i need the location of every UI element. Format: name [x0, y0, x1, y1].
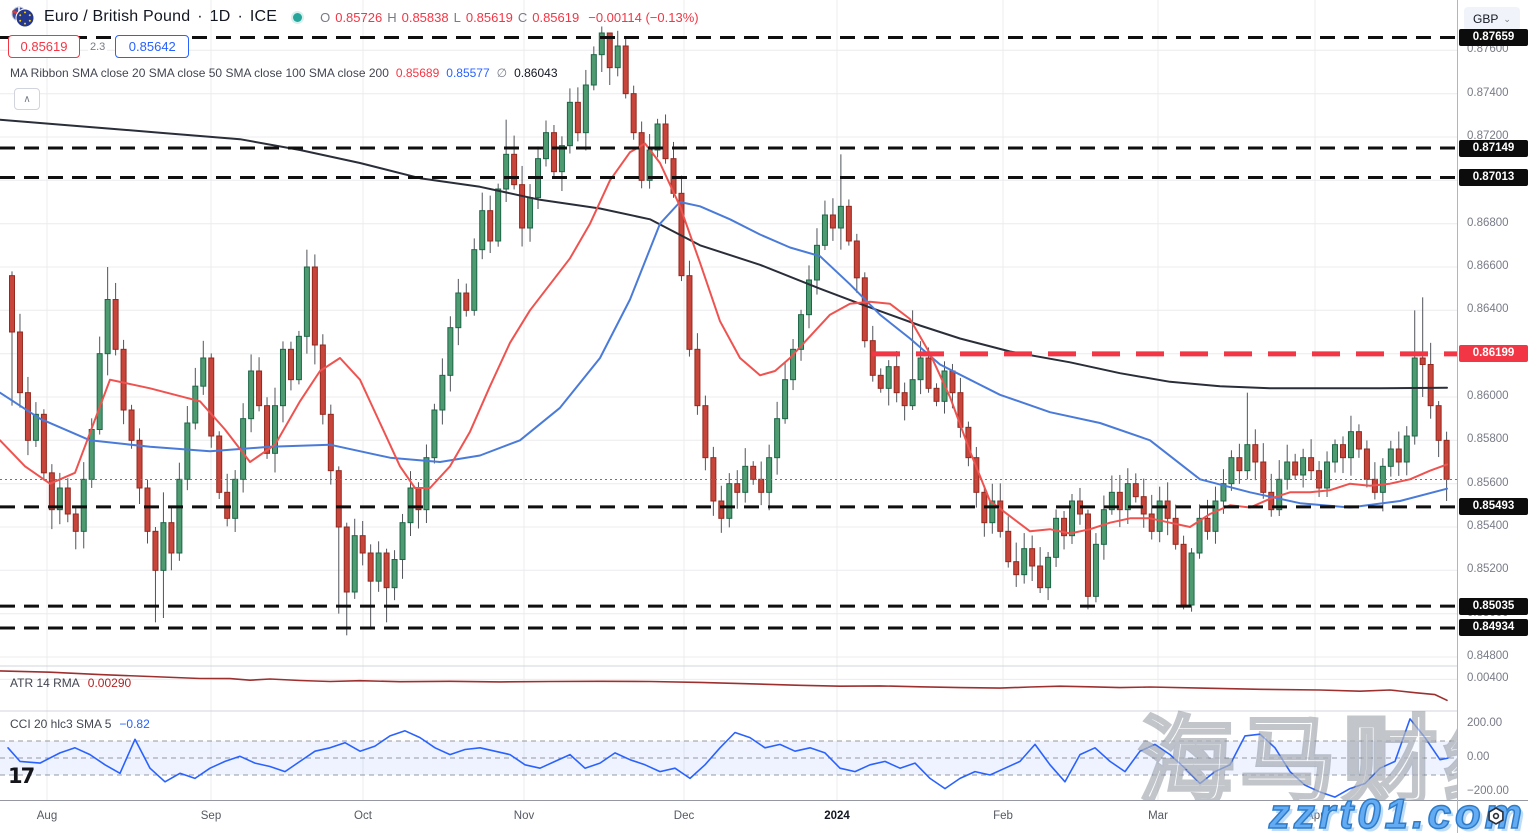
- atr-label: ATR 14 RMA: [10, 676, 80, 690]
- cci-legend[interactable]: CCI 20 hlc3 SMA 5 −0.82: [10, 717, 150, 731]
- price-axis-label: 0.86800: [1467, 216, 1509, 229]
- low-value: 0.85619: [465, 9, 513, 25]
- price-axis-label: 0.85800: [1467, 433, 1509, 446]
- level-price-badge: 0.84934: [1459, 619, 1528, 637]
- ma-ribbon-label: MA Ribbon SMA close 20 SMA close 50 SMA …: [10, 66, 389, 80]
- exchange-label: ICE: [249, 8, 278, 25]
- price-axis-label: 0.87600: [1467, 43, 1509, 56]
- horizontal-level-lines[interactable]: [0, 36, 1457, 630]
- cci-axis-label: −200.00: [1467, 785, 1509, 797]
- high-label: H: [387, 9, 397, 25]
- sma50-value: 0.85577: [446, 66, 490, 80]
- symbol-header: Euro / British Pound · 1D · ICE O 0.85726…: [10, 5, 699, 29]
- level-price-badge: 0.87149: [1459, 139, 1528, 157]
- sma100-empty-value: ∅: [496, 66, 508, 80]
- red-level-price-badge: 0.86199: [1459, 345, 1528, 363]
- cci-line: [7, 718, 1449, 798]
- level-price-badge: 0.85035: [1459, 597, 1528, 615]
- price-axis-label: 0.86600: [1467, 259, 1509, 272]
- currency-toggle-button[interactable]: GBP ⌄: [1464, 7, 1520, 31]
- price-axis-label: 0.85200: [1467, 563, 1509, 576]
- currency-pair-icon: [11, 6, 35, 28]
- interval-label[interactable]: 1D: [209, 8, 231, 25]
- sma20-value: 0.85689: [395, 66, 440, 80]
- gridlines: [0, 0, 1457, 800]
- currency-code: GBP: [1473, 12, 1499, 26]
- cci-label: CCI 20 hlc3 SMA 5: [10, 717, 112, 731]
- axis-corner-cell: [1457, 800, 1528, 833]
- cci-value: −0.82: [119, 717, 150, 731]
- price-axis-label: 0.87400: [1467, 86, 1509, 99]
- price-axis-label: 0.87200: [1467, 129, 1509, 142]
- spread-value: 2.3: [88, 40, 108, 53]
- open-label: O: [320, 9, 331, 25]
- cci-axis-label: 0.00: [1467, 751, 1490, 763]
- sma20-line: [0, 142, 1448, 535]
- sma50-line: [0, 201, 1448, 509]
- time-axis-label: Feb: [993, 810, 1013, 822]
- time-axis[interactable]: Aug Sep Oct Nov Dec 2024 Feb Mar Apr: [0, 800, 1528, 833]
- time-axis-label: Nov: [513, 810, 535, 822]
- cci-axis-label: 200.00: [1467, 717, 1503, 729]
- atr-legend[interactable]: ATR 14 RMA 0.00290: [10, 676, 131, 690]
- change-value: −0.00114 (−0.13%): [588, 9, 699, 25]
- atr-axis-label: 0.00400: [1467, 672, 1509, 685]
- title-separator: ·: [237, 8, 243, 25]
- time-axis-label: Oct: [354, 810, 372, 822]
- level-price-badge: 0.87659: [1459, 29, 1528, 47]
- chevron-up-icon: ∧: [23, 93, 31, 105]
- gear-icon[interactable]: [1486, 806, 1506, 826]
- time-axis-label: 2024: [824, 810, 850, 822]
- level-price-badge: 0.87013: [1459, 169, 1528, 186]
- close-label: C: [517, 9, 528, 25]
- tradingview-logo[interactable]: 17: [8, 764, 35, 788]
- price-axis-label: 0.85600: [1467, 476, 1509, 489]
- time-axis-label: Mar: [1148, 810, 1168, 822]
- sell-button[interactable]: 0.85619: [8, 35, 80, 58]
- low-label: L: [453, 9, 461, 25]
- time-axis-label: Sep: [200, 810, 222, 822]
- buy-button[interactable]: 0.85642: [115, 35, 190, 58]
- level-price-badge: 0.85493: [1459, 498, 1528, 516]
- sma200-line: [0, 118, 1448, 390]
- time-axis-label: Dec: [673, 810, 695, 822]
- cci-pane: [0, 740, 1457, 776]
- trade-panel: 0.85619 2.3 0.85642: [8, 35, 190, 58]
- price-axis-label: 0.84800: [1467, 650, 1509, 662]
- high-value: 0.85838: [401, 9, 449, 25]
- atr-value: 0.00290: [87, 676, 132, 690]
- time-axis-label: Apr: [1306, 810, 1324, 822]
- price-axis[interactable]: GBP ⌄ 0.876000.874000.872000.870000.8680…: [1457, 0, 1528, 800]
- chevron-down-icon: ⌄: [1503, 13, 1511, 24]
- ma-ribbon-legend[interactable]: MA Ribbon SMA close 20 SMA close 50 SMA …: [10, 66, 558, 80]
- candlestick-series: [9, 26, 1450, 636]
- time-axis-label: Aug: [36, 810, 58, 822]
- price-axis-label: 0.86000: [1467, 390, 1509, 402]
- price-axis-label: 0.86400: [1467, 303, 1509, 316]
- symbol-name[interactable]: Euro / British Pound: [44, 8, 191, 25]
- collapse-legend-button[interactable]: ∧: [14, 88, 40, 110]
- ohlc-readout: O 0.85726 H 0.85838 L 0.85619 C 0.85619 −0.0…: [320, 10, 698, 25]
- close-value: 0.85619: [532, 9, 580, 25]
- market-status-icon[interactable]: [293, 12, 303, 22]
- open-value: 0.85726: [335, 9, 383, 25]
- sma200-value: 0.86043: [514, 66, 558, 80]
- atr-line: [0, 670, 1448, 702]
- price-axis-label: 0.85400: [1467, 520, 1509, 532]
- title-separator: ·: [197, 8, 203, 25]
